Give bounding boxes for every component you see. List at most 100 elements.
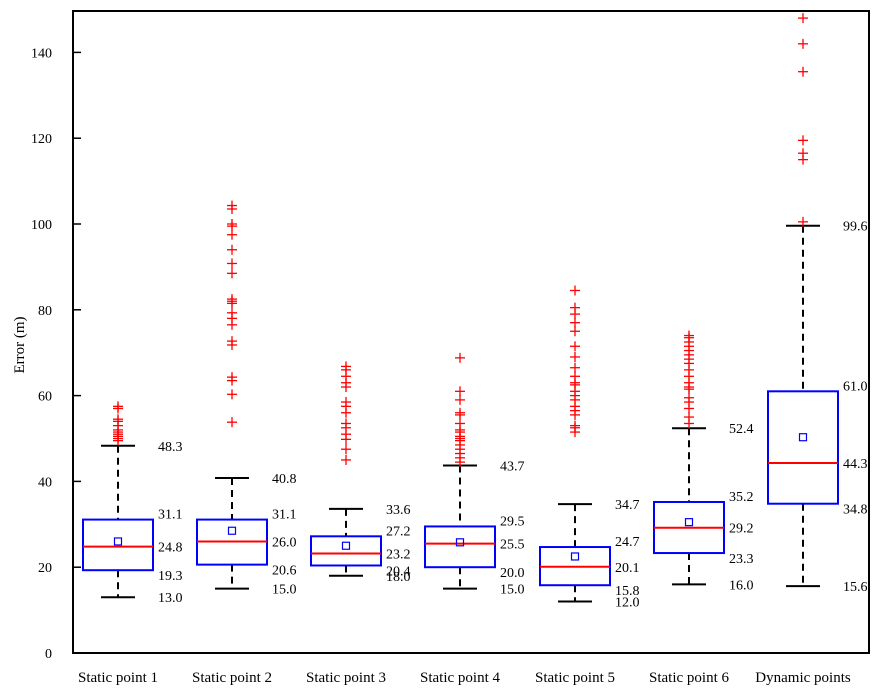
outlier-point [798,148,808,159]
outlier-point [455,352,465,363]
whisker-low-label: 16.0 [729,578,754,593]
box-group: 34.7 24.7 20.1 15.812.0 [539,285,640,611]
outlier-point [570,285,580,296]
q3-label: 31.1 [158,508,183,523]
outlier-point [570,302,580,313]
outlier-point [455,394,465,405]
outlier-point [455,418,465,429]
outlier-point [570,420,580,431]
mean-marker [341,541,351,550]
outlier-point [227,294,237,305]
q3-label: 35.2 [729,490,754,505]
outlier-point [798,66,808,77]
median-label: 26.0 [272,535,297,550]
outlier-point [227,244,237,255]
outlier-point [227,229,237,240]
y-tick-label: 120 [31,132,52,147]
outlier-point [684,392,694,403]
mean-marker [113,537,123,546]
outlier-point [227,219,237,229]
outlier-point [798,216,808,227]
iqr-box [424,525,496,569]
category-label: Static point 4 [420,670,500,686]
outlier-point [570,362,580,373]
outlier-point [455,407,465,418]
box-group: 48.3 31.1 24.8 19.3 13.0 [82,401,183,606]
q1-label: 20.4 [386,564,411,579]
category-label: Static point 1 [78,670,158,686]
q3-label: 27.2 [386,524,411,539]
q3-label: 29.5 [500,514,525,529]
whisker-high-label: 40.8 [272,472,297,487]
q1-label: 20.0 [500,566,525,581]
q3-label: 61.0 [843,379,868,394]
median-label: 25.5 [500,538,525,553]
median-label: 23.2 [386,547,411,562]
category-label: Static point 6 [649,670,729,686]
outlier-point [227,417,237,428]
y-tick-label: 140 [31,46,52,61]
mean-marker [798,433,808,442]
median-label: 29.2 [729,522,754,537]
outlier-point [227,258,237,269]
box-group: 99.6 61.0 44.3 34.8 15.6 [767,13,868,595]
y-tick-label: 80 [38,304,52,319]
box-group: 52.4 35.2 29.2 23.3 16.0 [653,330,754,593]
y-tick-label: 100 [31,218,52,233]
category-label: Dynamic points [755,670,851,686]
outlier-point [798,13,808,24]
whisker-high-label: 52.4 [729,422,754,437]
outlier-point [570,371,580,382]
outlier-point [227,389,237,400]
category-label: Static point 2 [192,670,272,686]
iqr-box [82,518,154,572]
outlier-point [684,330,694,341]
outlier-point [227,200,237,211]
plot-frame [72,10,870,654]
category-label: Static point 3 [306,670,386,686]
whisker-low-label: 18.0 [386,570,411,585]
outlier-point [227,336,237,347]
iqr-box [767,390,839,505]
outlier-point [227,307,237,318]
median-label: 24.8 [158,541,183,556]
whisker-low-label: 15.0 [272,583,297,598]
whisker-low-label: 12.0 [615,596,640,611]
whisker-high-label: 33.6 [386,503,411,518]
mean-marker [570,552,580,561]
whisker-high-label: 43.7 [500,460,525,475]
whisker-high-label: 48.3 [158,440,183,455]
outlier-point [341,361,351,372]
mean-marker [684,518,694,527]
outlier-point [113,414,123,425]
q1-label: 34.8 [843,503,868,518]
mean-marker [227,526,237,535]
iqr-box [310,535,382,567]
outlier-point [570,341,580,352]
y-axis-ticks: 0 20 40 60 80 100 120 140 [31,46,81,662]
whisker-low-label: 15.6 [843,580,868,595]
y-tick-label: 60 [38,390,52,405]
category-labels: Static point 1 Static point 2 Static point… [78,670,851,686]
q3-label: 24.7 [615,535,640,550]
outlier-point [341,418,351,429]
whisker-high-label: 99.6 [843,220,868,235]
q1-label: 19.3 [158,569,183,584]
outlier-point [227,372,237,383]
outlier-point [798,38,808,49]
y-tick-label: 0 [45,647,52,662]
outlier-point [570,326,580,337]
outlier-point [570,317,580,328]
outlier-point [341,454,351,465]
outlier-point [684,412,694,423]
outlier-point [570,351,580,362]
outlier-point [113,401,123,412]
box-group: 40.8 31.1 26.0 20.6 15.0 [196,200,297,598]
box-group: 43.7 29.5 25.5 20.0 15.0 [424,352,525,598]
outlier-point [798,135,808,146]
median-label: 44.3 [843,457,868,472]
mean-marker [455,538,465,547]
whisker-high-label: 34.7 [615,498,640,513]
outlier-point [227,268,237,279]
